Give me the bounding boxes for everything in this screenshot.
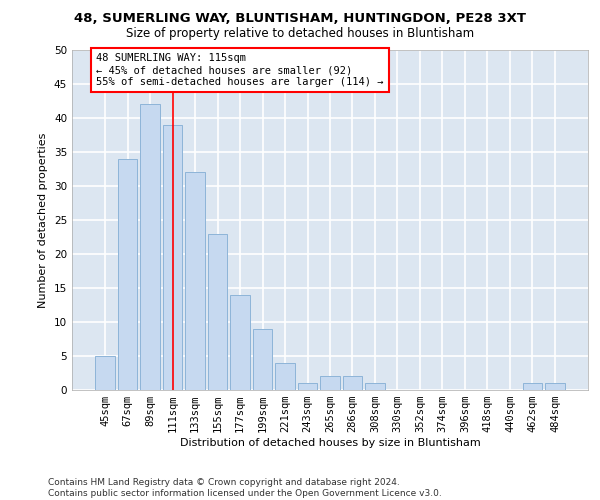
Bar bbox=[95, 356, 115, 390]
Y-axis label: Number of detached properties: Number of detached properties bbox=[38, 132, 49, 308]
Bar bbox=[230, 295, 250, 390]
Bar bbox=[343, 376, 362, 390]
Bar bbox=[208, 234, 227, 390]
Bar bbox=[365, 383, 385, 390]
X-axis label: Distribution of detached houses by size in Bluntisham: Distribution of detached houses by size … bbox=[179, 438, 481, 448]
Text: Size of property relative to detached houses in Bluntisham: Size of property relative to detached ho… bbox=[126, 28, 474, 40]
Bar bbox=[185, 172, 205, 390]
Text: 48 SUMERLING WAY: 115sqm
← 45% of detached houses are smaller (92)
55% of semi-d: 48 SUMERLING WAY: 115sqm ← 45% of detach… bbox=[96, 54, 383, 86]
Bar bbox=[253, 329, 272, 390]
Bar bbox=[298, 383, 317, 390]
Bar bbox=[545, 383, 565, 390]
Bar bbox=[163, 125, 182, 390]
Bar bbox=[275, 363, 295, 390]
Text: Contains HM Land Registry data © Crown copyright and database right 2024.
Contai: Contains HM Land Registry data © Crown c… bbox=[48, 478, 442, 498]
Bar bbox=[118, 159, 137, 390]
Bar bbox=[320, 376, 340, 390]
Bar bbox=[523, 383, 542, 390]
Bar bbox=[140, 104, 160, 390]
Text: 48, SUMERLING WAY, BLUNTISHAM, HUNTINGDON, PE28 3XT: 48, SUMERLING WAY, BLUNTISHAM, HUNTINGDO… bbox=[74, 12, 526, 26]
